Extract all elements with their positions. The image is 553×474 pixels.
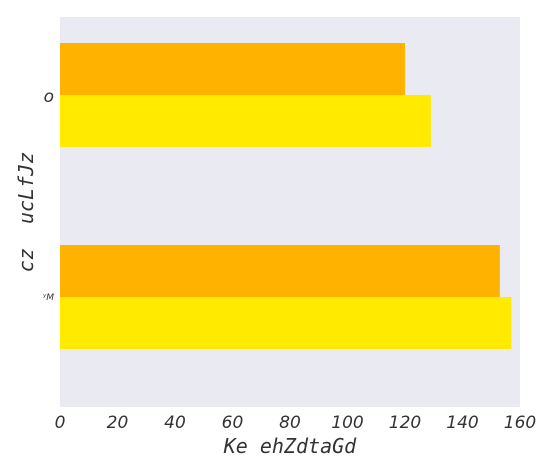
x-tick-label: 20: [107, 413, 129, 433]
x-tick-label: 60: [222, 413, 244, 433]
x-tick-label: 40: [164, 413, 186, 433]
x-tick-label: 100: [331, 413, 363, 433]
x-axis-title: Ke ehZdtaGd: [223, 434, 357, 458]
x-tick-labels: 0 20 40 60 80 100 120 140 160: [55, 413, 537, 433]
bar-2-series-1: [60, 245, 500, 297]
bar-1-series-1: [60, 43, 405, 95]
x-tick-label: 0: [55, 413, 66, 433]
y-category-labels: o ʸM: [43, 87, 54, 303]
x-tick-label: 160: [504, 413, 536, 433]
bar-2-series-2: [60, 297, 512, 349]
x-tick-label: 80: [279, 413, 301, 433]
y-axis-title: cz ucLfJz: [14, 152, 38, 272]
bars-layer: [60, 43, 512, 349]
x-tick-label: 120: [389, 413, 421, 433]
x-tick-label: 140: [446, 413, 478, 433]
y-category-label: ʸM: [43, 293, 54, 303]
y-category-label: o: [44, 87, 54, 107]
bar-1-series-2: [60, 95, 431, 147]
